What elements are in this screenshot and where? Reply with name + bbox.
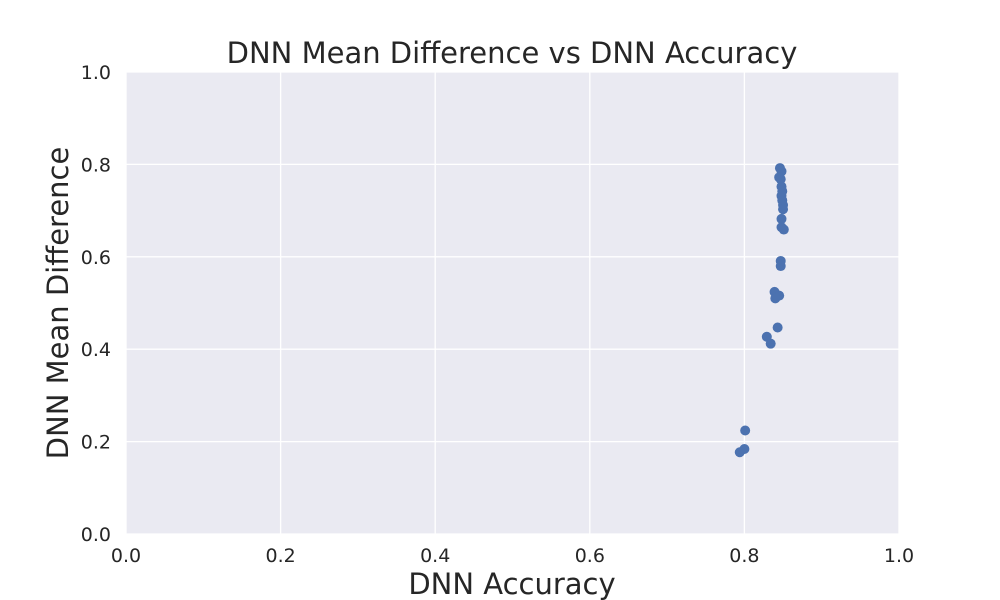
data-point (775, 261, 786, 272)
data-point (772, 322, 783, 333)
x-axis-label: DNN Accuracy (408, 567, 615, 600)
data-point (775, 174, 786, 185)
y-tick-label: 0.8 (81, 154, 111, 176)
y-axis-ticks: 0.0 0.2 0.4 0.6 0.8 1.0 (81, 62, 111, 546)
x-tick-label: 0.2 (265, 545, 295, 567)
x-tick-label: 0.8 (729, 545, 759, 567)
data-point (765, 338, 776, 349)
y-tick-label: 0.4 (81, 339, 111, 361)
grid (125, 71, 900, 535)
y-tick-label: 0.2 (81, 432, 111, 454)
y-tick-label: 0.6 (81, 247, 111, 269)
data-point (734, 447, 745, 458)
data-point (740, 425, 751, 436)
x-tick-label: 0.0 (111, 545, 141, 567)
x-tick-label: 0.6 (575, 545, 605, 567)
x-axis-ticks: 0.0 0.2 0.4 0.6 0.8 1.0 (111, 545, 914, 567)
y-tick-label: 0.0 (81, 524, 111, 546)
data-point (778, 204, 789, 215)
data-point (778, 224, 789, 235)
data-points (734, 163, 789, 458)
y-tick-label: 1.0 (81, 62, 111, 84)
plot-area (126, 72, 899, 534)
x-tick-label: 0.4 (420, 545, 450, 567)
data-point (770, 293, 781, 304)
y-axis-label: DNN Mean Difference (41, 147, 75, 460)
x-tick-label: 1.0 (884, 545, 914, 567)
data-point (776, 213, 787, 224)
chart-title: DNN Mean Difference vs DNN Accuracy (227, 36, 798, 70)
